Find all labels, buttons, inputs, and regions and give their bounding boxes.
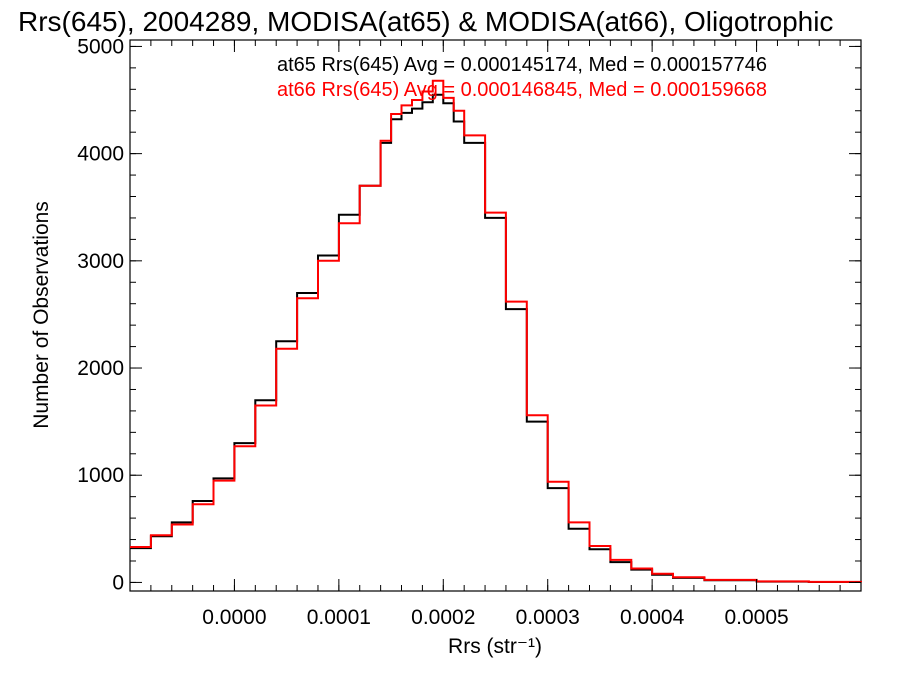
y-axis-label: Number of Observations xyxy=(30,201,53,429)
y-tick-label: 5000 xyxy=(77,35,124,58)
plot-area xyxy=(129,39,862,592)
x-tick-label: 0.0002 xyxy=(411,606,475,629)
x-tick-label: 0.0001 xyxy=(307,606,371,629)
x-tick-label: 0.0003 xyxy=(516,606,580,629)
series-layer xyxy=(130,79,862,583)
x-axis-label: Rrs (str⁻¹) xyxy=(448,635,542,658)
x-tick-label: 0.0005 xyxy=(724,606,788,629)
series-line-at66 xyxy=(130,79,862,583)
plot-frame xyxy=(129,39,862,592)
y-tick-label: 4000 xyxy=(77,143,124,166)
y-tick-label: 3000 xyxy=(77,250,124,273)
y-tick-label: 2000 xyxy=(77,357,124,380)
ticks-layer: 0.0000 0.0001 0.0002 0.0003 0.0004 0.0005 0 100… xyxy=(77,35,862,629)
x-tick-label: 0.0000 xyxy=(202,606,266,629)
y-tick-label: 0 xyxy=(112,571,124,594)
chart-title: Rrs(645), 2004289, MODISA(at65) & MODISA… xyxy=(18,6,833,37)
legend-annotation-at65: at65 Rrs(645) Avg = 0.000145174, Med = 0… xyxy=(277,54,767,76)
series-line-at65 xyxy=(130,93,862,583)
y-tick-label: 1000 xyxy=(77,464,124,487)
x-tick-label: 0.0004 xyxy=(620,606,685,629)
legend-annotation-at66: at66 Rrs(645) Avg = 0.000146845, Med = 0… xyxy=(277,79,767,101)
